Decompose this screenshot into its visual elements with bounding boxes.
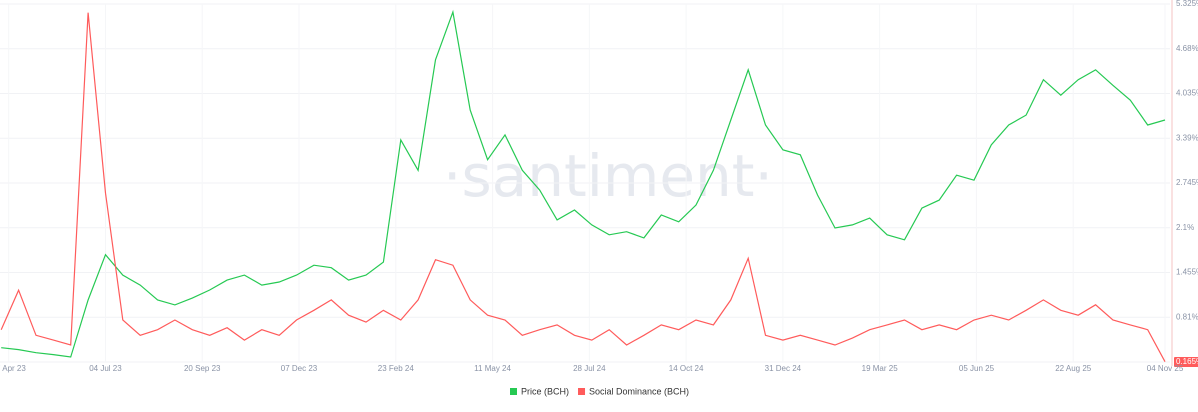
x-tick-label: 11 May 24	[474, 364, 511, 373]
y2-tick-label: 5.325%	[1176, 0, 1198, 8]
legend-label: Price (BCH)	[521, 386, 569, 396]
label-badge	[1174, 357, 1198, 367]
x-tick-label: 17 Apr 23	[0, 364, 26, 373]
x-tick-label: 04 Nov 25	[1147, 364, 1184, 373]
y2-tick-label: 4.68%	[1176, 44, 1198, 53]
x-tick-label: 28 Jul 24	[573, 364, 606, 373]
x-tick-label: 23 Feb 24	[378, 364, 415, 373]
y2-tick-label: 1.455%	[1176, 268, 1198, 277]
y2-tick-label: 0.81%	[1176, 312, 1198, 321]
y2-tick-label: 4.035%	[1176, 89, 1198, 98]
x-tick-label: 14 Oct 24	[669, 364, 704, 373]
legend-label: Social Dominance (BCH)	[589, 386, 689, 396]
y2-tick-label: 2.745%	[1176, 178, 1198, 187]
x-tick-label: 19 Mar 25	[862, 364, 899, 373]
series-line	[0, 12, 1166, 362]
y2-tick-label: 2.1%	[1176, 223, 1194, 232]
y2-tick-label: 3.39%	[1176, 133, 1198, 142]
series-line	[1, 9, 1166, 358]
x-tick-label: 22 Aug 25	[1055, 364, 1092, 373]
y2-tick-label: 0.165%	[1176, 357, 1198, 366]
x-tick-label: 05 Jun 25	[959, 364, 995, 373]
x-tick-label: 07 Dec 23	[281, 364, 318, 373]
x-tick-label: 20 Sep 23	[184, 364, 221, 373]
x-tick-label: 04 Jul 23	[89, 364, 122, 373]
watermark: ·santiment·	[443, 142, 773, 210]
legend-swatch[interactable]	[510, 388, 517, 395]
legend-swatch[interactable]	[578, 388, 586, 395]
x-tick-label: 31 Dec 24	[765, 364, 802, 373]
